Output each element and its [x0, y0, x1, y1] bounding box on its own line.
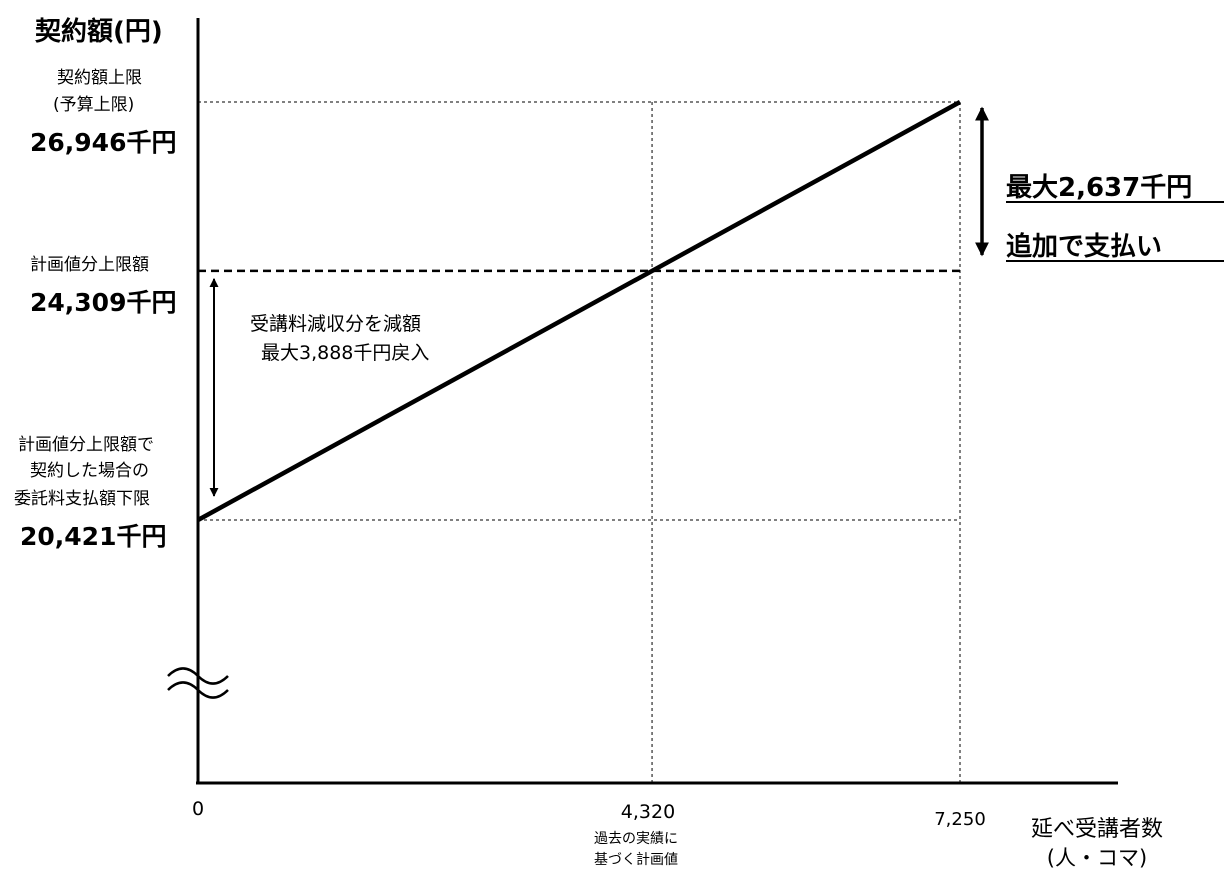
level-label-lower-line1: 計画値分上限額で: [18, 435, 154, 455]
x-tick-label-7250: 7,250: [934, 809, 986, 830]
reduction-annotation-line1: 受講料減収分を減額: [250, 313, 421, 335]
addition-annotation-line1: 最大2,637千円: [1006, 173, 1192, 203]
level-value-plan-upper: 24,309千円: [30, 288, 176, 317]
series-line: [196, 100, 962, 522]
x-tick-label-4320: 4,320: [621, 801, 675, 823]
x-tick-label-0: 0: [192, 798, 204, 820]
level-label-lower-line3: 委託料支払額下限: [14, 489, 150, 509]
y-axis-title: 契約額(円): [34, 16, 163, 47]
level-label-lower-line2: 契約した場合の: [30, 461, 149, 481]
addition-annotation-line2: 追加で支払い: [1006, 231, 1162, 262]
reduction-annotation-line2: 最大3,888千円戻入: [261, 342, 429, 364]
level-label-plan-upper: 計画値分上限額: [30, 255, 149, 275]
x-axis-title-line2: (人・コマ): [1047, 846, 1147, 870]
x-tick-sub-4320-line2: 基づく計画値: [594, 851, 678, 868]
level-label-contract-upper-line2: (予算上限): [53, 95, 134, 115]
x-axis-title-line1: 延べ受講者数: [1031, 817, 1163, 842]
x-tick-sub-4320-line1: 過去の実績に: [594, 831, 678, 847]
level-label-contract-upper-line1: 契約額上限: [57, 68, 142, 88]
level-value-lower: 20,421千円: [20, 522, 166, 551]
level-value-contract-upper: 26,946千円: [30, 128, 176, 157]
axis-break-icon: [167, 667, 229, 699]
